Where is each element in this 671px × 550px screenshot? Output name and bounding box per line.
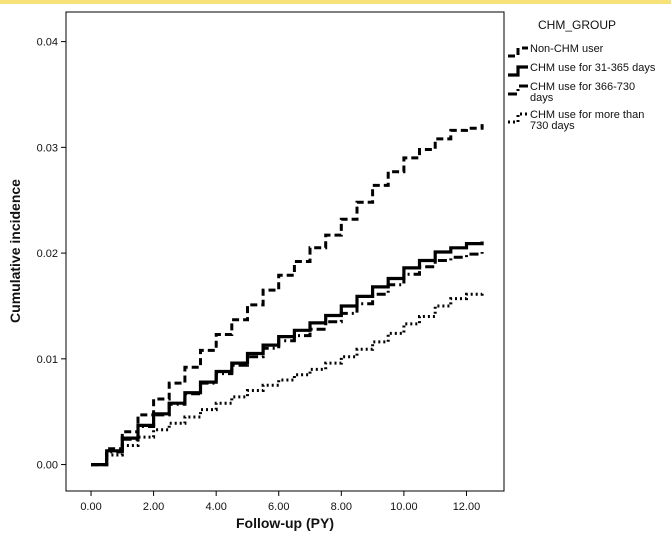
legend-label: CHM use for 31-365 days <box>530 62 656 74</box>
top-border-band <box>0 0 671 4</box>
x-axis-title: Follow-up (PY) <box>236 515 334 531</box>
x-tick-label: 8.00 <box>331 501 352 513</box>
series-layer <box>91 124 484 467</box>
y-tick-label: 0.01 <box>37 354 58 366</box>
y-axis-title: Cumulative incidence <box>7 179 23 323</box>
y-tick-label: 0.02 <box>37 248 58 260</box>
x-tick-label: 4.00 <box>205 501 226 513</box>
y-tick-label: 0.03 <box>37 142 58 154</box>
x-tick-label: 2.00 <box>143 501 164 513</box>
legend-label: days <box>530 92 554 104</box>
legend-swatch-3 <box>508 84 528 96</box>
plot-frame <box>65 11 505 492</box>
x-tick-label: 6.00 <box>268 501 289 513</box>
legend-swatch-2 <box>508 65 528 77</box>
legend-swatch-4 <box>508 112 528 124</box>
y-axis-ticks: 0.00 0.01 0.02 0.03 0.04 <box>37 37 66 472</box>
x-tick-label: 0.00 <box>80 501 101 513</box>
legend-label: Non-CHM user <box>530 43 604 55</box>
legend-title: CHM_GROUP <box>538 18 616 32</box>
legend-label: CHM use for 366-730 <box>530 81 635 93</box>
x-axis-ticks: 0.00 2.00 4.00 6.00 8.00 10.00 12.00 <box>80 491 480 513</box>
x-tick-label: 12.00 <box>453 501 481 513</box>
series-line-3 <box>91 252 484 467</box>
series-line-1 <box>91 124 484 467</box>
x-tick-label: 10.00 <box>390 501 418 513</box>
legend: CHM_GROUP Non-CHM user CHM use for 31-365… <box>508 18 656 132</box>
y-tick-label: 0.04 <box>37 37 58 49</box>
legend-label: CHM use for more than <box>530 109 644 121</box>
y-tick-label: 0.00 <box>37 460 58 472</box>
legend-swatch-1 <box>508 46 528 58</box>
legend-label: 730 days <box>530 120 575 132</box>
